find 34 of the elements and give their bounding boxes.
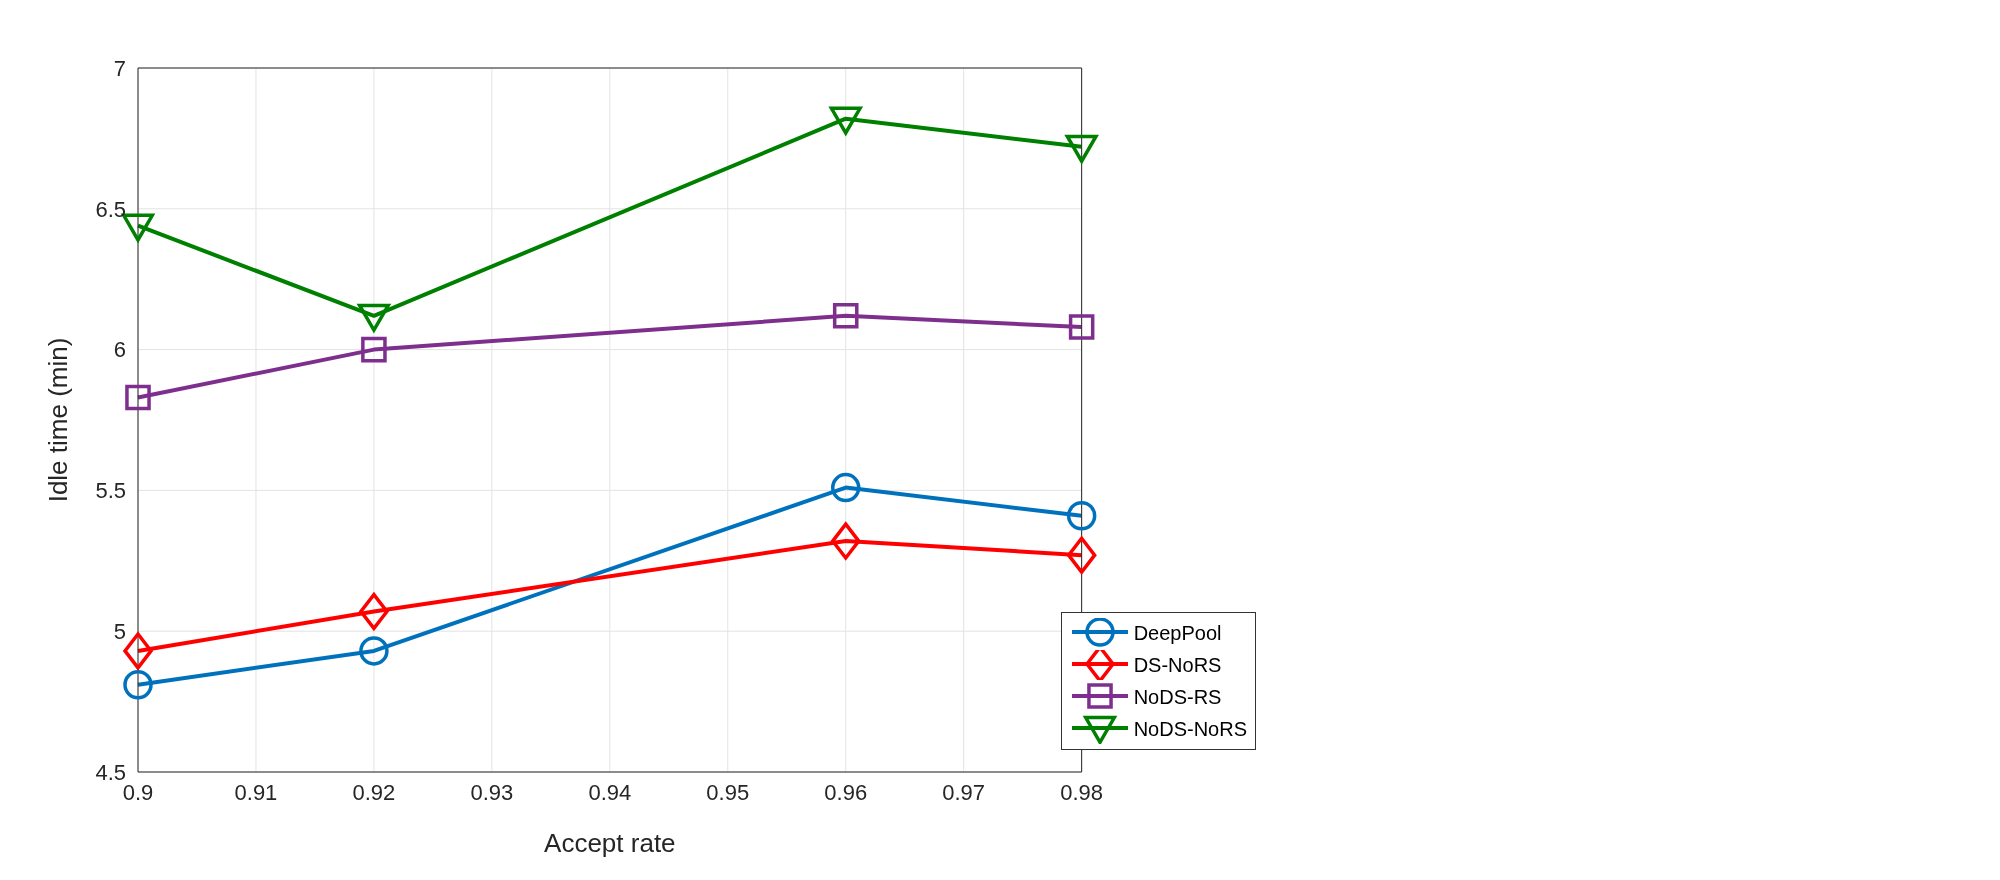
point (832, 303, 859, 329)
point (123, 632, 153, 670)
x-tick-label: 0.95 (706, 779, 750, 805)
point (1066, 536, 1097, 574)
y-tick-label: 5 (113, 619, 126, 645)
y-tick-label: 5.5 (95, 478, 126, 504)
point (1065, 134, 1098, 163)
x-tick-label: 0.97 (942, 779, 986, 805)
point (359, 592, 389, 631)
y-tick-label: 6.5 (95, 196, 126, 222)
legend-label: NoDS-NoRS (1133, 717, 1247, 741)
legend-label: DS-NoRS (1133, 653, 1222, 677)
x-tick-label: 0.98 (1060, 779, 1104, 805)
legend-label: DeepPool (1133, 621, 1222, 645)
legend-label: NoDS-RS (1133, 685, 1222, 709)
point (123, 669, 153, 700)
y-axis-title: Idle time (min) (43, 337, 74, 503)
x-tick-label: 0.93 (470, 779, 514, 805)
point (1066, 501, 1097, 531)
point (829, 106, 862, 135)
point (1068, 314, 1095, 340)
point (830, 472, 861, 503)
point (361, 336, 387, 363)
x-tick-label: 0.92 (352, 779, 396, 805)
point (125, 384, 151, 411)
x-tick-label: 0.96 (824, 779, 868, 805)
x-tick-label: 0.94 (588, 779, 632, 805)
point (359, 636, 389, 666)
x-tick-label: 0.91 (234, 779, 278, 805)
y-tick-label: 7 (113, 55, 126, 81)
y-tick-label: 6 (113, 337, 126, 363)
x-axis-title: Accept rate (544, 828, 676, 858)
point (830, 522, 861, 560)
point (357, 303, 390, 332)
